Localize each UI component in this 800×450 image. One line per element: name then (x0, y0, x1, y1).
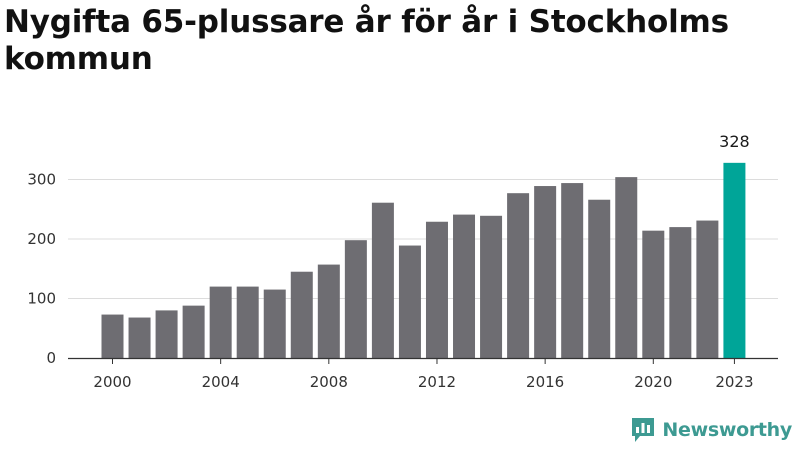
x-tick-label-2008: 2008 (310, 373, 348, 391)
bar-2012 (425, 221, 448, 358)
bar-2005 (236, 286, 259, 358)
data-label-2023: 328 (719, 132, 750, 151)
bar-2003 (182, 305, 205, 358)
bar-2000 (101, 314, 124, 358)
x-tick-label-2020: 2020 (634, 373, 672, 391)
bar-2016 (534, 186, 557, 358)
bar-2022 (696, 220, 719, 358)
bar-2013 (453, 214, 476, 358)
brand-name: Newsworthy (662, 419, 792, 441)
data-labels: 328 (719, 132, 750, 151)
bar-2011 (398, 245, 421, 358)
x-tick-label-2000: 2000 (93, 373, 131, 391)
bar-2015 (507, 193, 530, 358)
bar-2018 (588, 199, 611, 358)
chart-title: Nygifta 65-plussare år för år i Stockhol… (4, 4, 729, 77)
bar-2006 (263, 289, 286, 358)
x-tick-label-2012: 2012 (418, 373, 456, 391)
y-tick-label-0: 0 (46, 349, 56, 367)
bar-2014 (480, 215, 503, 358)
y-tick-label-300: 300 (27, 171, 56, 189)
x-tick-label-2016: 2016 (526, 373, 564, 391)
brand-logo[interactable]: Newsworthy (630, 416, 792, 444)
newsworthy-logo-icon (632, 418, 655, 442)
bar-2020 (642, 230, 665, 358)
bar-2009 (344, 240, 367, 358)
bar-2021 (669, 227, 692, 358)
y-tick-label-100: 100 (27, 290, 56, 308)
x-axis: 2000 2004 2008 2012 2016 2020 2023 (68, 357, 778, 391)
bar-2004 (209, 286, 232, 358)
bar-2010 (371, 202, 394, 358)
bar-2017 (561, 183, 584, 358)
bar-2007 (290, 271, 313, 358)
bar-2002 (155, 310, 178, 358)
y-axis-labels: 0 100 200 300 (27, 171, 56, 368)
bar-2001 (128, 317, 151, 358)
y-tick-label-200: 200 (27, 230, 56, 248)
bar-2023 (723, 162, 746, 358)
bar-2008 (317, 264, 340, 358)
bars (101, 162, 746, 358)
x-tick-label-2023: 2023 (715, 373, 753, 391)
bar-2019 (615, 177, 638, 358)
x-tick-label-2004: 2004 (202, 373, 240, 391)
